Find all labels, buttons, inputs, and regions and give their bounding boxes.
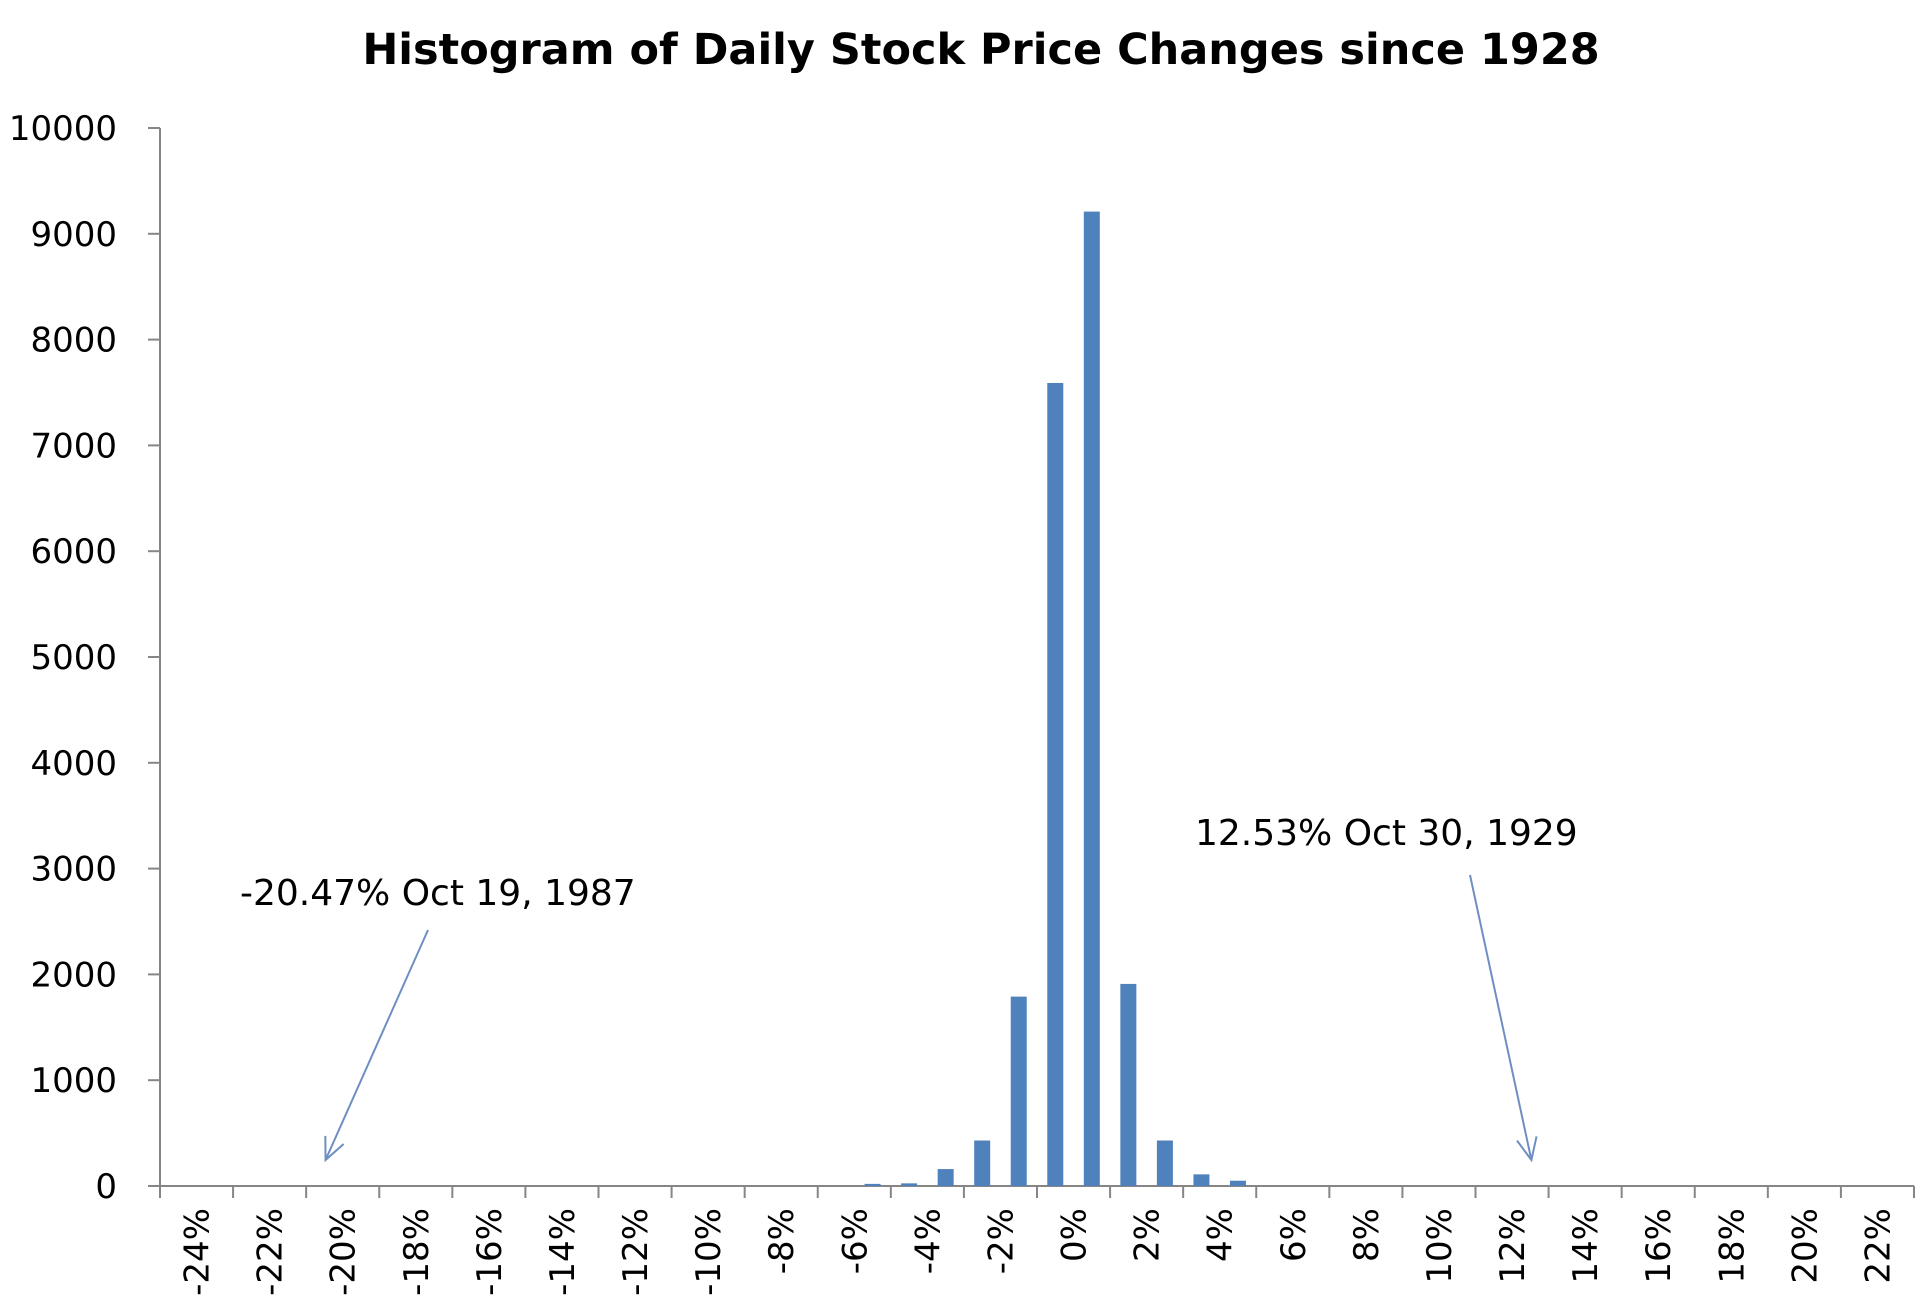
x-tick-label-2: -20% [324, 1208, 364, 1296]
histogram-bar-7 [1120, 983, 1137, 1186]
x-tick-label-1: -22% [251, 1208, 291, 1296]
x-tick-label-17: 10% [1420, 1208, 1460, 1284]
y-tick-label-3: 3000 [30, 850, 117, 890]
plot-area: 0 1000 2000 3000 4000 5000 6000 7000 8000 9000 100… [9, 109, 1915, 1296]
y-tick-label-8: 8000 [30, 321, 117, 361]
annotation-label-0: -20.47% Oct 19, 1987 [240, 873, 636, 914]
x-tick-label-0: -24% [178, 1208, 218, 1296]
histogram-bar-6 [1083, 211, 1100, 1186]
x-tick-label-18: 12% [1493, 1208, 1533, 1284]
y-tick-label-7: 7000 [30, 426, 117, 466]
x-tick-label-9: -6% [835, 1208, 875, 1274]
histogram-bar-3 [974, 1140, 991, 1186]
histogram-bar-9 [1193, 1174, 1210, 1186]
x-tick-label-20: 16% [1639, 1208, 1679, 1284]
x-tick-label-14: 4% [1201, 1208, 1241, 1262]
x-tick-label-6: -12% [616, 1208, 656, 1296]
x-tick-label-19: 14% [1566, 1208, 1606, 1284]
histogram-bar-1 [901, 1183, 918, 1186]
y-tick-label-4: 4000 [30, 744, 117, 784]
histogram-bar-8 [1156, 1140, 1173, 1186]
annotation-arrowhead-1 [1516, 1136, 1538, 1163]
x-tick-label-15: 6% [1274, 1208, 1314, 1262]
y-tick-label-10: 10000 [9, 109, 117, 149]
y-tick-label-9: 9000 [30, 215, 117, 255]
x-tick-label-4: -16% [470, 1208, 510, 1296]
x-tick-label-11: -2% [981, 1208, 1021, 1274]
x-tick-label-22: 20% [1785, 1208, 1825, 1284]
x-tick-label-8: -8% [762, 1208, 802, 1274]
chart-title: Histogram of Daily Stock Price Changes s… [362, 25, 1599, 75]
x-tick-label-16: 8% [1347, 1208, 1387, 1262]
x-tick-label-23: 22% [1858, 1208, 1898, 1284]
y-tick-label-1: 1000 [30, 1061, 117, 1101]
x-tick-label-21: 18% [1712, 1208, 1752, 1284]
histogram-bar-2 [937, 1169, 954, 1186]
histogram-bar-0 [864, 1183, 881, 1186]
annotation-arrowhead-0 [324, 1135, 345, 1163]
x-tick-label-10: -4% [908, 1208, 948, 1274]
annotation-arrow-1 [1469, 874, 1533, 1161]
histogram-bar-10 [1229, 1180, 1246, 1186]
x-tick-label-13: 2% [1128, 1208, 1168, 1262]
histogram-bar-4 [1010, 996, 1027, 1186]
x-tick-label-3: -18% [397, 1208, 437, 1296]
x-tick-label-7: -10% [689, 1208, 729, 1296]
y-tick-label-0: 0 [95, 1167, 117, 1207]
x-tick-label-5: -14% [543, 1208, 583, 1296]
histogram-bar-5 [1047, 382, 1064, 1186]
y-tick-label-5: 5000 [30, 638, 117, 678]
x-tick-label-12: 0% [1055, 1208, 1095, 1262]
annotation-arrow-0 [324, 929, 429, 1161]
y-tick-label-6: 6000 [30, 532, 117, 572]
annotation-label-1: 12.53% Oct 30, 1929 [1195, 813, 1578, 854]
y-tick-label-2: 2000 [30, 955, 117, 995]
